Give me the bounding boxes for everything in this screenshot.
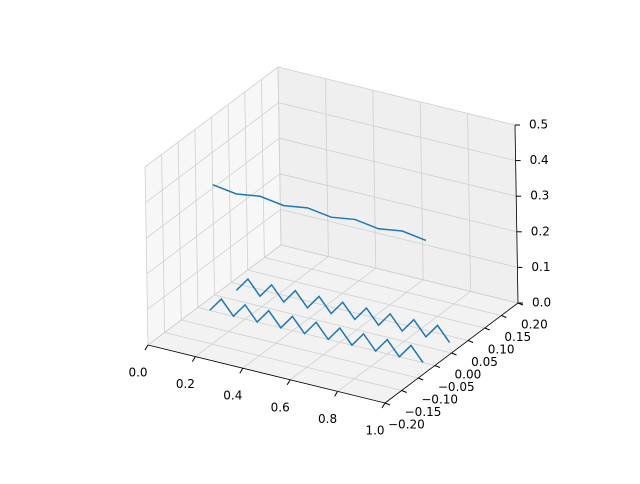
grid-line [181, 319, 419, 379]
grid-line [164, 332, 402, 391]
x-tick-label: 0.8 [318, 412, 337, 426]
grid-line [260, 79, 265, 258]
grid-line [372, 90, 377, 269]
grid-line [197, 307, 435, 366]
trajectory [235, 277, 451, 344]
z-tick-label: 0.3 [530, 189, 549, 203]
y-tick [401, 390, 407, 393]
y-tick-label: 0.00 [455, 368, 482, 382]
y-tick-label: 0.05 [471, 355, 498, 369]
z-tick-label: 0.1 [531, 260, 550, 274]
axis-line [384, 302, 519, 404]
grid-line [214, 294, 452, 354]
y-tick-label: −0.10 [421, 393, 458, 407]
y-tick-label: 0.15 [504, 330, 531, 344]
grid-line [211, 116, 215, 296]
y-tick [501, 315, 507, 318]
pane-back [278, 67, 518, 303]
x-tick-label: 0.6 [271, 400, 290, 414]
y-tick [384, 402, 391, 406]
y-tick [451, 352, 457, 356]
grid-line [144, 166, 149, 346]
y-tick-label: −0.20 [388, 418, 425, 432]
x-tick [334, 391, 339, 397]
grid-line [467, 113, 471, 292]
x-tick-label: 0.2 [176, 377, 195, 391]
grid-line [147, 244, 282, 346]
z-tick-label: 0.5 [529, 118, 548, 132]
x-tick [239, 367, 244, 374]
grid-line [325, 78, 329, 257]
grid-line [419, 101, 424, 280]
grid-line [279, 173, 517, 233]
z-tick-label: 0.2 [531, 224, 550, 238]
y-tick [434, 365, 441, 368]
grid-line [145, 137, 280, 239]
y-tick-label: 0.20 [521, 318, 548, 332]
grid-line [279, 137, 517, 197]
trajectory [212, 183, 427, 242]
grid-line [194, 129, 199, 308]
grid-line [277, 66, 516, 126]
x-tick-label: 1.0 [365, 424, 384, 438]
grid-line [147, 209, 281, 310]
grid-line [264, 257, 502, 316]
axis-line [147, 344, 386, 404]
grid-line [227, 104, 232, 283]
grid-line [244, 91, 249, 271]
grid-line [280, 244, 519, 304]
y-tick-label: −0.15 [405, 405, 442, 419]
y-tick-label: 0.10 [488, 343, 515, 357]
z-tick-label: 0.4 [530, 153, 549, 167]
grid-line [146, 173, 281, 275]
x-tick-label: 0.0 [128, 366, 147, 380]
z-tick-label: 0.0 [532, 296, 551, 310]
y-tick [418, 377, 424, 381]
x-tick [144, 344, 149, 351]
x-tick [191, 356, 196, 362]
grid-line [145, 102, 279, 203]
grid-line [278, 102, 516, 161]
axis-line [514, 124, 519, 304]
grid-line [144, 66, 279, 168]
grid-line [280, 209, 518, 268]
trajectory [209, 297, 424, 364]
y-tick-label: −0.05 [438, 380, 475, 394]
grid-line [161, 154, 166, 333]
x-tick [381, 402, 386, 409]
grid-line [177, 141, 182, 321]
x-tick [286, 379, 291, 386]
y-tick [484, 327, 490, 331]
y-tick [467, 340, 474, 343]
grid-line [247, 269, 485, 329]
x-tick-label: 0.4 [223, 389, 242, 403]
grid-line [277, 66, 282, 246]
